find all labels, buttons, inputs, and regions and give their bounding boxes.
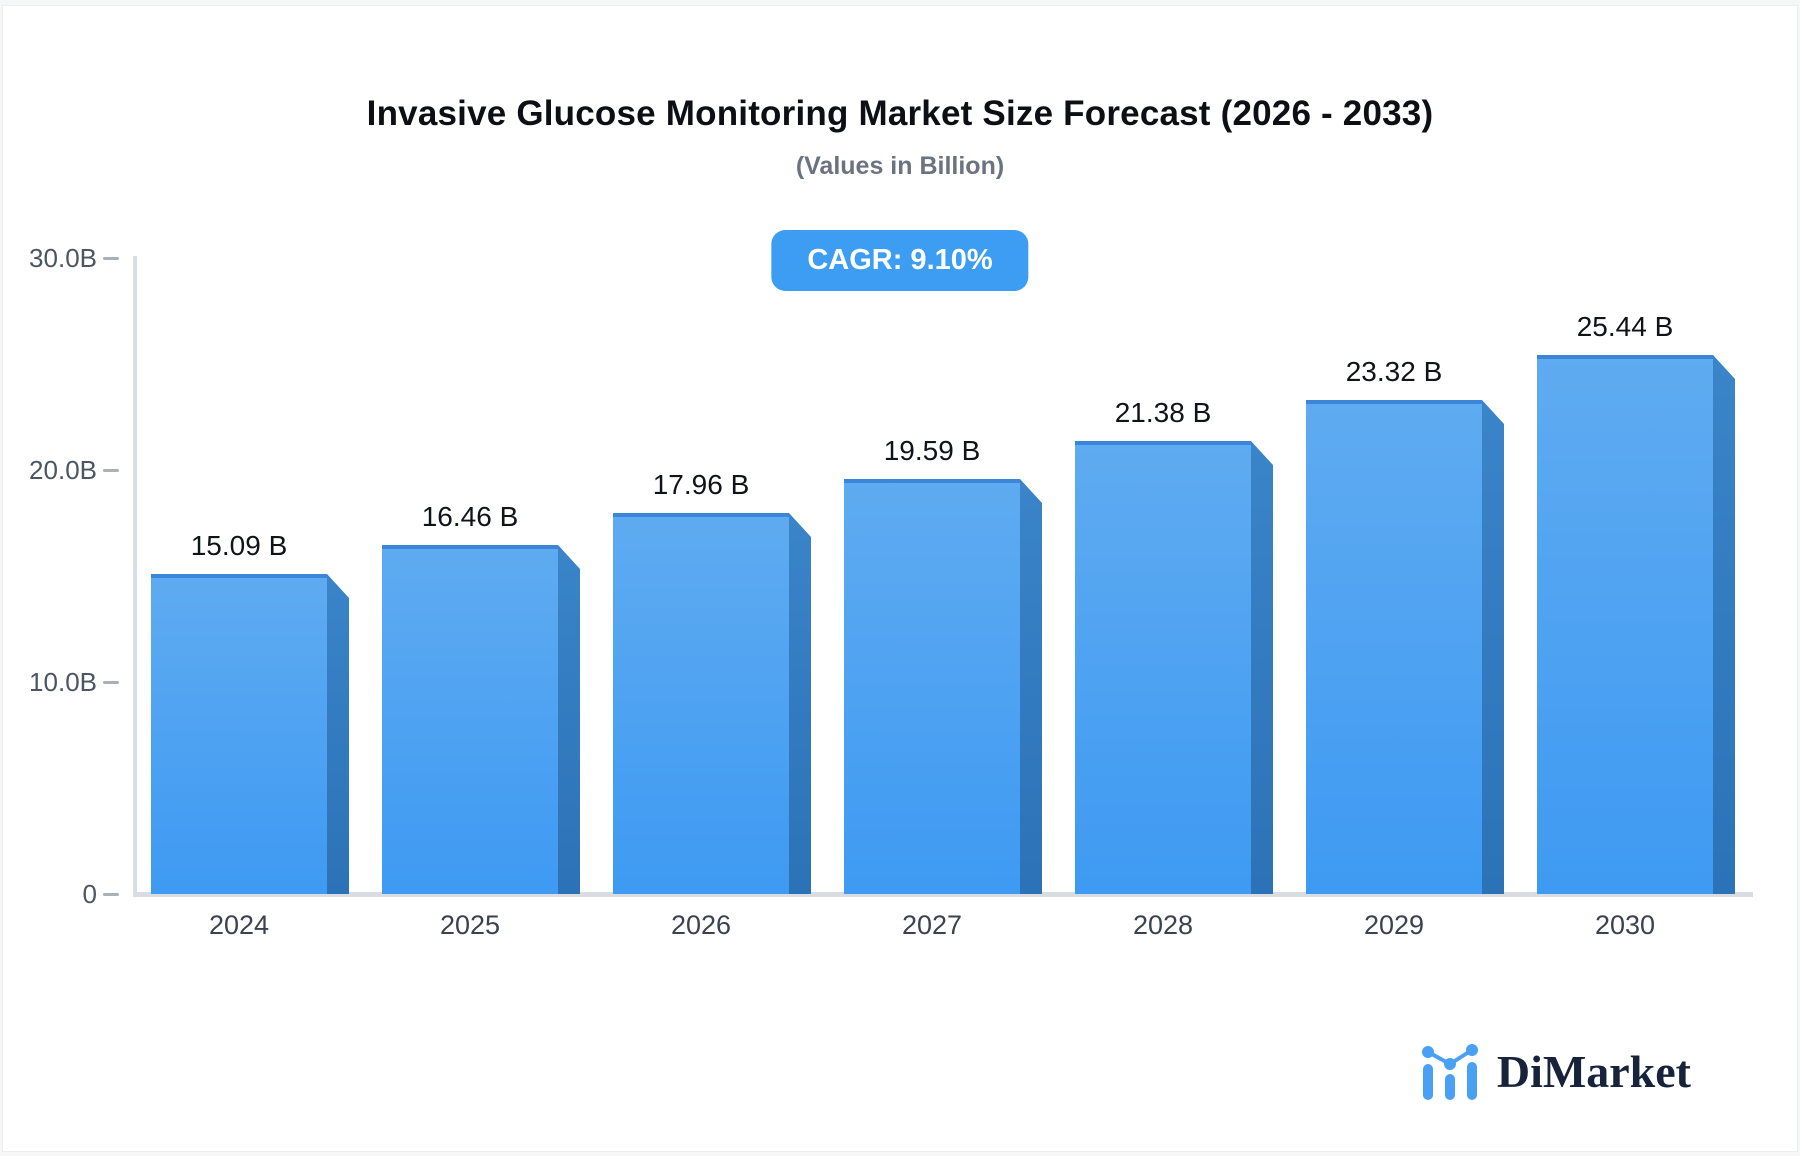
- bar-side-panel: [327, 574, 349, 894]
- y-tick-label: 0: [82, 879, 97, 909]
- bar-top-edge: [151, 574, 327, 578]
- chart-subtitle: (Values in Billion): [795, 152, 1005, 180]
- y-tick-label: 20.0B: [29, 455, 97, 485]
- y-tick-label: 10.0B: [29, 667, 97, 697]
- bar-top-edge: [1306, 400, 1482, 404]
- brand-logo-text: DiMarket: [1496, 1046, 1691, 1097]
- bar-face[interactable]: [844, 479, 1020, 894]
- x-axis-label: 2028: [1132, 910, 1194, 940]
- chart-title: Invasive Glucose Monitoring Market Size …: [366, 94, 1434, 133]
- x-axis-label: 2024: [208, 910, 270, 940]
- bar-face[interactable]: [1306, 400, 1482, 894]
- bar-side-panel: [1020, 479, 1042, 894]
- bar-2027[interactable]: [844, 479, 1042, 894]
- bar-2028[interactable]: [1075, 441, 1273, 894]
- bar-top-edge: [844, 479, 1020, 483]
- bar-value-label: 23.32 B: [1345, 356, 1443, 387]
- y-tick-dash: [103, 680, 119, 684]
- bar-2029[interactable]: [1306, 400, 1504, 894]
- y-tick-dash: [103, 256, 119, 260]
- x-axis-label: 2029: [1363, 910, 1425, 940]
- bar-2030[interactable]: [1537, 355, 1735, 894]
- bar-side-panel: [1713, 355, 1735, 894]
- bar-side-panel: [1251, 441, 1273, 894]
- bar-2024[interactable]: [151, 574, 349, 894]
- x-axis-label: 2027: [901, 910, 963, 940]
- y-tick-label: 30.0B: [29, 243, 97, 273]
- chart-card: Invasive Glucose Monitoring Market Size …: [2, 5, 1798, 1152]
- cagr-badge: CAGR: 9.10%: [771, 230, 1029, 291]
- bar-face[interactable]: [151, 574, 327, 894]
- plot-area: 30.0B 20.0B 10.0B 0 15.09 B 2024 16.46 B 2025 17…: [3, 6, 1797, 1151]
- bar-top-edge: [1075, 441, 1251, 445]
- x-axis-label: 2025: [439, 910, 501, 940]
- brand-logo: DiMarket: [1421, 1042, 1691, 1102]
- x-axis-label: 2026: [670, 910, 732, 940]
- bar-side-panel: [789, 513, 811, 894]
- x-axis-line: [133, 892, 1753, 897]
- bar-side-panel: [558, 545, 580, 894]
- y-axis-line: [133, 256, 137, 896]
- bar-2026[interactable]: [613, 513, 811, 894]
- bar-face[interactable]: [1537, 355, 1713, 894]
- bar-face[interactable]: [382, 545, 558, 894]
- bar-top-edge: [1537, 355, 1713, 359]
- bar-value-label: 16.46 B: [421, 501, 519, 532]
- bar-value-label: 17.96 B: [652, 469, 750, 500]
- bar-side-panel: [1482, 400, 1504, 894]
- bar-top-edge: [613, 513, 789, 517]
- bar-value-label: 19.59 B: [883, 435, 981, 466]
- x-axis-label: 2030: [1594, 910, 1656, 940]
- bar-face[interactable]: [613, 513, 789, 894]
- bar-face[interactable]: [1075, 441, 1251, 894]
- mini-bar-line-chart-icon: [1421, 1044, 1478, 1100]
- bar-value-label: 15.09 B: [190, 530, 288, 561]
- y-tick-dash: [103, 468, 119, 472]
- bar-2025[interactable]: [382, 545, 580, 894]
- bar-top-edge: [382, 545, 558, 549]
- bar-value-label: 21.38 B: [1114, 397, 1212, 428]
- bar-value-label: 25.44 B: [1576, 311, 1674, 342]
- y-tick-dash: [103, 892, 119, 896]
